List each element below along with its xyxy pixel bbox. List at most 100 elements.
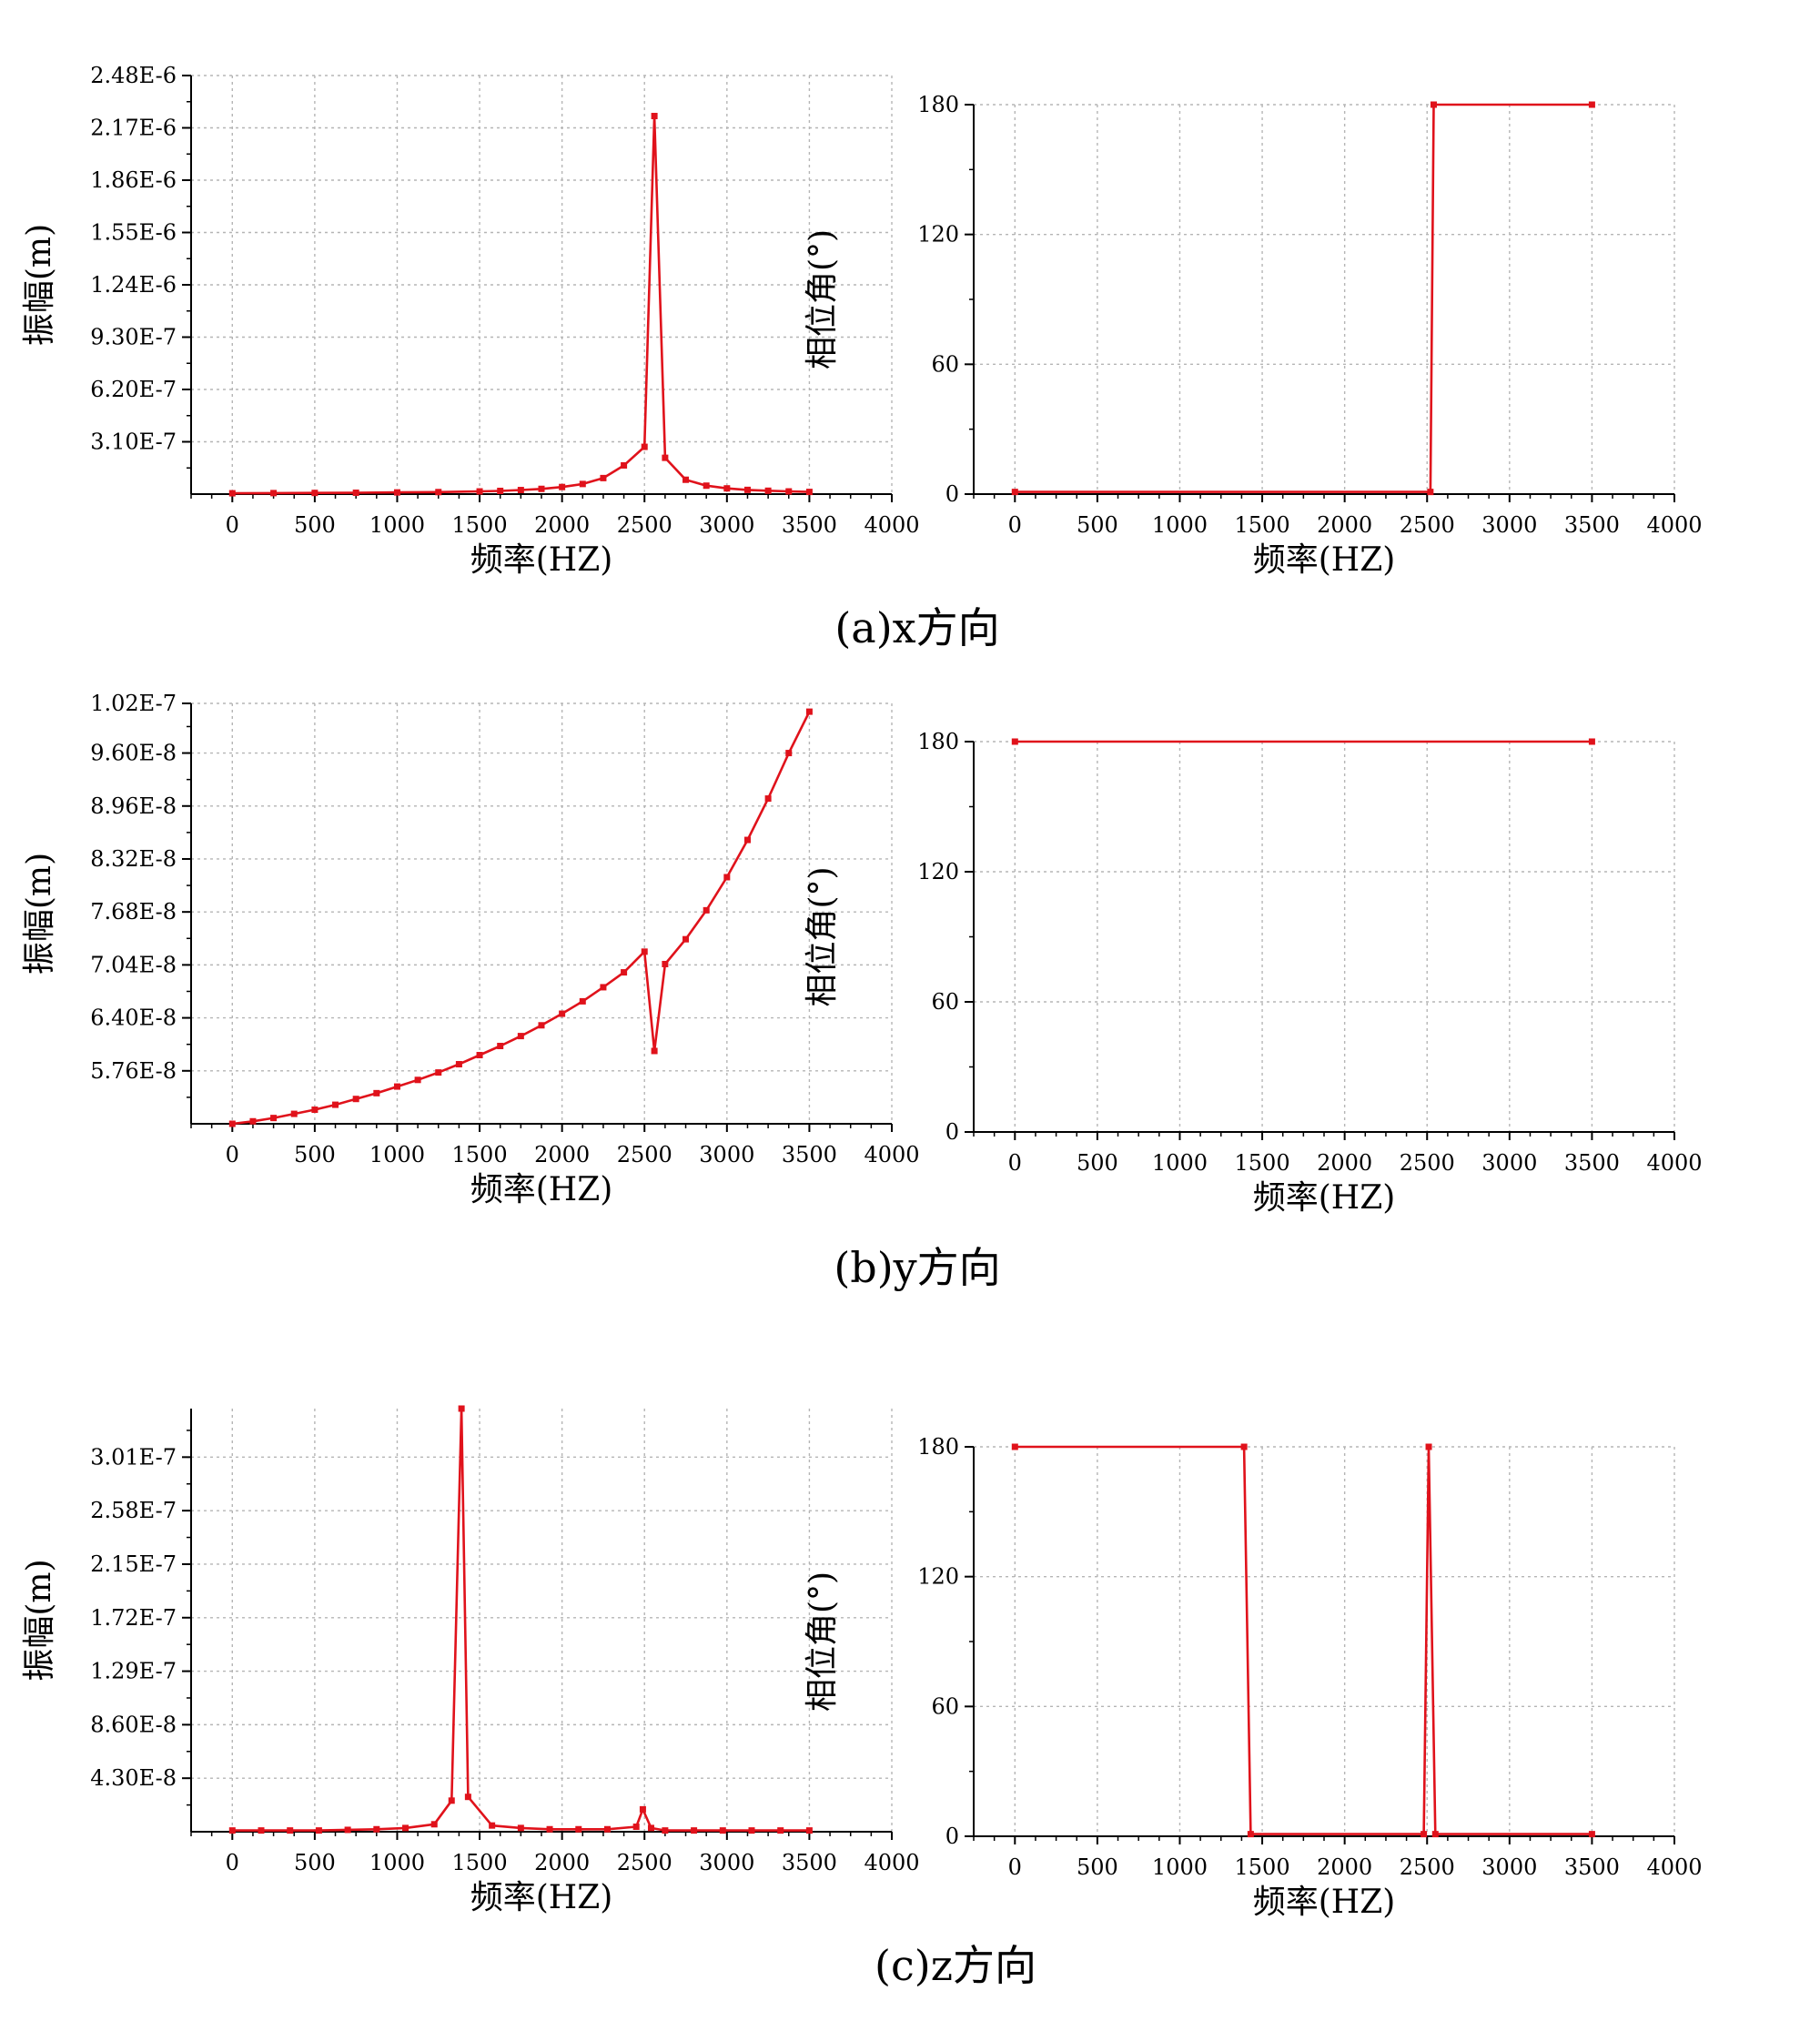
z-amplitude-point-2 — [287, 1827, 294, 1834]
z-amplitude-point-8 — [448, 1797, 455, 1804]
y-amplitude-point-26 — [743, 836, 751, 844]
x-amplitude-point-13 — [621, 461, 628, 469]
z-amplitude-xtick-label-8: 4000 — [864, 1850, 919, 1875]
x-amplitude-xtick-label-7: 3500 — [782, 512, 837, 538]
x-amplitude-point-0 — [228, 490, 236, 497]
x-amplitude-chart: 0 500 1000 1500 2000 2500 3000 3500 4000 3.10E-7 6… — [21, 63, 920, 579]
z-phase-chart: 0 500 1000 1500 2000 2500 3000 3500 4000 0 60 120 18… — [804, 1434, 1703, 1921]
y-amplitude-point-8 — [393, 1083, 400, 1090]
z-amplitude-point-4 — [344, 1826, 351, 1834]
z-phase-xtick-label-0: 0 — [1008, 1854, 1022, 1880]
x-amplitude-point-20 — [743, 486, 751, 493]
z-phase-x-axis-title: 频率(HZ) — [1253, 1884, 1396, 1921]
z-phase-y-axis-title: 相位角(°) — [804, 1571, 841, 1712]
y-phase-xtick-label-5: 2500 — [1400, 1150, 1455, 1176]
y-amplitude-point-19 — [621, 969, 628, 976]
x-amplitude-ytick-label-3: 1.24E-6 — [90, 272, 177, 298]
z-phase-xtick-label-4: 2000 — [1317, 1854, 1372, 1880]
z-amplitude-point-1 — [258, 1827, 265, 1834]
z-amplitude-y-axis-title: 振幅(m) — [21, 1559, 58, 1681]
z-amplitude-xtick-label-7: 3500 — [782, 1850, 837, 1875]
z-amplitude-point-11 — [489, 1822, 496, 1829]
z-amplitude-ytick-label-6: 3.01E-7 — [90, 1444, 177, 1470]
y-amplitude-y-axis-title: 振幅(m) — [21, 853, 58, 975]
x-amplitude-ytick-label-0: 3.10E-7 — [90, 429, 177, 455]
z-amplitude-ytick-label-3: 1.72E-7 — [90, 1605, 177, 1631]
caption-z-direction: (c)z方向 — [875, 1941, 1036, 1990]
y-amplitude-point-22 — [662, 960, 669, 967]
z-amplitude-x-axis-title: 频率(HZ) — [470, 1879, 613, 1916]
z-amplitude-point-22 — [748, 1827, 755, 1834]
x-amplitude-point-5 — [435, 489, 442, 496]
y-phase-xtick-label-3: 1500 — [1235, 1150, 1290, 1176]
x-phase-xtick-label-2: 1000 — [1152, 512, 1208, 538]
y-phase-ytick-label-3: 180 — [917, 729, 959, 754]
x-amplitude-point-19 — [723, 485, 731, 492]
z-amplitude-point-0 — [228, 1827, 236, 1834]
x-phase-ytick-label-1: 60 — [931, 351, 959, 377]
y-amplitude-point-4 — [311, 1106, 318, 1114]
y-amplitude-chart: 0 500 1000 1500 2000 2500 3000 3500 4000 5.76E-8 6… — [21, 691, 920, 1208]
y-amplitude-xtick-label-7: 3500 — [782, 1142, 837, 1167]
y-phase-xtick-label-4: 2000 — [1317, 1150, 1372, 1176]
z-amplitude-point-14 — [575, 1825, 582, 1833]
x-amplitude-point-9 — [538, 485, 545, 492]
z-amplitude-ytick-label-2: 1.29E-7 — [90, 1659, 177, 1684]
x-amplitude-point-4 — [393, 489, 400, 496]
x-amplitude-point-8 — [517, 487, 524, 494]
z-phase-point-1 — [1240, 1443, 1248, 1450]
x-amplitude-xtick-label-8: 4000 — [864, 512, 919, 538]
y-amplitude-point-20 — [641, 948, 648, 955]
x-phase-y-axis-title: 相位角(°) — [804, 229, 841, 369]
x-amplitude-xtick-label-3: 1500 — [452, 512, 508, 538]
y-amplitude-ytick-label-7: 1.02E-7 — [90, 691, 177, 716]
y-amplitude-point-24 — [703, 906, 710, 914]
x-amplitude-point-3 — [352, 490, 359, 497]
x-phase-xtick-label-1: 500 — [1077, 512, 1118, 538]
y-phase-y-axis-title: 相位角(°) — [804, 866, 841, 1006]
y-amplitude-point-1 — [249, 1117, 257, 1125]
z-phase-point-0 — [1011, 1443, 1018, 1450]
y-amplitude-xtick-label-5: 2500 — [617, 1142, 672, 1167]
z-amplitude-series-line — [232, 1407, 810, 1832]
z-phase-xtick-label-6: 3000 — [1481, 1854, 1537, 1880]
y-amplitude-point-16 — [559, 1010, 566, 1017]
x-phase-xtick-label-3: 1500 — [1235, 512, 1290, 538]
y-amplitude-point-13 — [497, 1043, 504, 1050]
z-amplitude-point-18 — [647, 1824, 654, 1832]
x-phase-xtick-label-0: 0 — [1008, 512, 1022, 538]
y-phase-ytick-label-0: 0 — [945, 1119, 959, 1145]
y-amplitude-point-6 — [352, 1096, 359, 1103]
y-phase-x-axis-title: 频率(HZ) — [1253, 1179, 1396, 1217]
x-phase-point-3 — [1588, 101, 1595, 108]
z-amplitude-point-21 — [719, 1827, 726, 1834]
x-amplitude-point-11 — [579, 480, 586, 488]
x-amplitude-ytick-label-6: 2.17E-6 — [90, 116, 177, 141]
z-phase-point-2 — [1247, 1831, 1254, 1838]
y-phase-xtick-label-8: 4000 — [1646, 1150, 1702, 1176]
x-amplitude-ytick-label-4: 1.55E-6 — [90, 220, 177, 246]
y-amplitude-xtick-label-8: 4000 — [864, 1142, 919, 1167]
y-amplitude-point-17 — [579, 997, 586, 1005]
z-phase-xtick-label-2: 1000 — [1152, 1854, 1208, 1880]
x-amplitude-point-14 — [641, 443, 648, 450]
y-amplitude-point-29 — [805, 708, 813, 715]
y-amplitude-ytick-label-0: 5.76E-8 — [90, 1058, 177, 1084]
y-amplitude-point-21 — [651, 1047, 658, 1055]
z-phase-ytick-label-3: 180 — [917, 1434, 959, 1460]
x-amplitude-point-6 — [476, 488, 483, 495]
y-phase-point-1 — [1588, 738, 1595, 745]
y-amplitude-point-25 — [723, 874, 731, 881]
x-amplitude-point-7 — [497, 487, 504, 494]
y-amplitude-point-12 — [476, 1052, 483, 1059]
x-phase-series-line — [1015, 103, 1592, 493]
z-phase-ytick-label-1: 60 — [931, 1693, 959, 1719]
x-amplitude-series-line — [232, 115, 810, 495]
z-phase-point-3 — [1421, 1831, 1428, 1838]
y-amplitude-xtick-label-2: 1000 — [369, 1142, 425, 1167]
y-amplitude-xtick-label-6: 3000 — [699, 1142, 754, 1167]
y-amplitude-xtick-label-4: 2000 — [534, 1142, 590, 1167]
y-amplitude-point-0 — [228, 1120, 236, 1127]
x-amplitude-ytick-label-7: 2.48E-6 — [90, 63, 177, 88]
